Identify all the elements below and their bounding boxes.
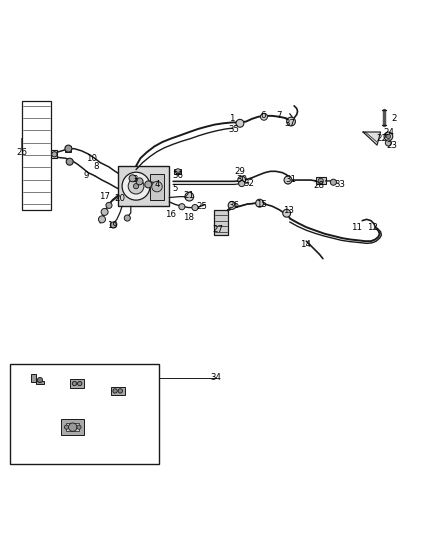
Circle shape xyxy=(37,377,42,383)
Text: 28: 28 xyxy=(313,181,324,190)
Text: 11: 11 xyxy=(351,223,362,232)
Text: 2: 2 xyxy=(391,114,396,123)
Circle shape xyxy=(283,209,290,217)
Circle shape xyxy=(52,152,57,157)
Text: 29: 29 xyxy=(234,167,245,176)
Text: 27: 27 xyxy=(212,225,224,234)
Circle shape xyxy=(110,222,117,228)
Circle shape xyxy=(385,140,392,146)
Text: 8: 8 xyxy=(93,163,99,172)
Circle shape xyxy=(330,179,336,185)
Text: 4: 4 xyxy=(154,180,160,189)
Bar xyxy=(61,419,84,435)
Text: 36: 36 xyxy=(229,201,240,210)
Circle shape xyxy=(64,425,68,429)
Text: 20: 20 xyxy=(114,195,125,203)
Text: 7: 7 xyxy=(276,111,282,120)
Text: 19: 19 xyxy=(106,221,117,230)
Circle shape xyxy=(122,172,150,200)
Bar xyxy=(150,174,163,200)
Circle shape xyxy=(66,158,73,165)
Bar xyxy=(70,379,84,388)
Text: 17: 17 xyxy=(99,192,110,201)
Bar xyxy=(67,423,79,431)
Circle shape xyxy=(136,178,143,185)
Text: 5: 5 xyxy=(173,184,178,193)
Text: 34: 34 xyxy=(210,373,221,382)
Text: 10: 10 xyxy=(86,154,97,163)
Text: 9: 9 xyxy=(83,171,88,180)
Bar xyxy=(36,381,44,384)
Text: 22: 22 xyxy=(376,134,387,143)
Bar xyxy=(11,364,159,464)
Text: 12: 12 xyxy=(367,223,378,232)
Text: 30: 30 xyxy=(236,175,247,184)
Text: 32: 32 xyxy=(243,179,254,188)
Text: 3: 3 xyxy=(132,175,138,184)
Bar xyxy=(316,177,325,184)
Text: 15: 15 xyxy=(256,199,267,208)
Circle shape xyxy=(72,381,77,386)
Circle shape xyxy=(256,199,264,207)
Circle shape xyxy=(239,181,245,187)
Text: 35: 35 xyxy=(229,125,240,134)
Bar xyxy=(214,210,228,235)
Circle shape xyxy=(106,203,112,208)
Bar xyxy=(31,374,36,382)
Circle shape xyxy=(175,169,180,174)
Circle shape xyxy=(129,175,136,182)
Text: 18: 18 xyxy=(183,213,194,222)
Text: 13: 13 xyxy=(283,206,294,215)
Circle shape xyxy=(284,176,292,184)
Bar xyxy=(118,166,169,206)
Circle shape xyxy=(101,208,108,215)
Circle shape xyxy=(228,201,236,209)
Circle shape xyxy=(261,113,268,120)
Circle shape xyxy=(384,132,393,141)
Text: 31: 31 xyxy=(286,175,297,184)
Circle shape xyxy=(113,389,117,393)
Circle shape xyxy=(128,179,144,194)
Bar xyxy=(174,169,181,174)
Circle shape xyxy=(134,183,139,189)
Bar xyxy=(21,101,51,210)
Text: 33: 33 xyxy=(335,180,346,189)
Text: 23: 23 xyxy=(386,141,397,150)
Text: 1: 1 xyxy=(230,115,235,124)
Circle shape xyxy=(65,145,72,152)
Circle shape xyxy=(192,205,198,211)
Text: 26: 26 xyxy=(16,148,27,157)
Text: 16: 16 xyxy=(165,211,176,220)
Circle shape xyxy=(179,204,185,210)
Circle shape xyxy=(386,134,391,139)
Text: 37: 37 xyxy=(284,119,295,128)
Bar xyxy=(111,386,125,395)
Circle shape xyxy=(236,119,244,127)
Circle shape xyxy=(124,215,131,221)
Text: 14: 14 xyxy=(300,240,311,249)
Circle shape xyxy=(287,117,295,126)
Circle shape xyxy=(118,389,123,393)
Circle shape xyxy=(78,381,82,386)
Polygon shape xyxy=(363,132,381,145)
Circle shape xyxy=(99,216,106,223)
Text: 6: 6 xyxy=(260,111,265,120)
Bar xyxy=(65,146,71,152)
Text: 21: 21 xyxy=(184,191,195,200)
Circle shape xyxy=(318,179,323,183)
Circle shape xyxy=(68,423,77,431)
Circle shape xyxy=(145,181,152,188)
Circle shape xyxy=(185,192,194,201)
Text: 36: 36 xyxy=(172,171,183,180)
Circle shape xyxy=(152,181,162,192)
Bar xyxy=(51,150,57,158)
Text: 24: 24 xyxy=(384,127,395,136)
Circle shape xyxy=(77,425,81,429)
Circle shape xyxy=(238,176,246,184)
Text: 25: 25 xyxy=(196,202,207,211)
